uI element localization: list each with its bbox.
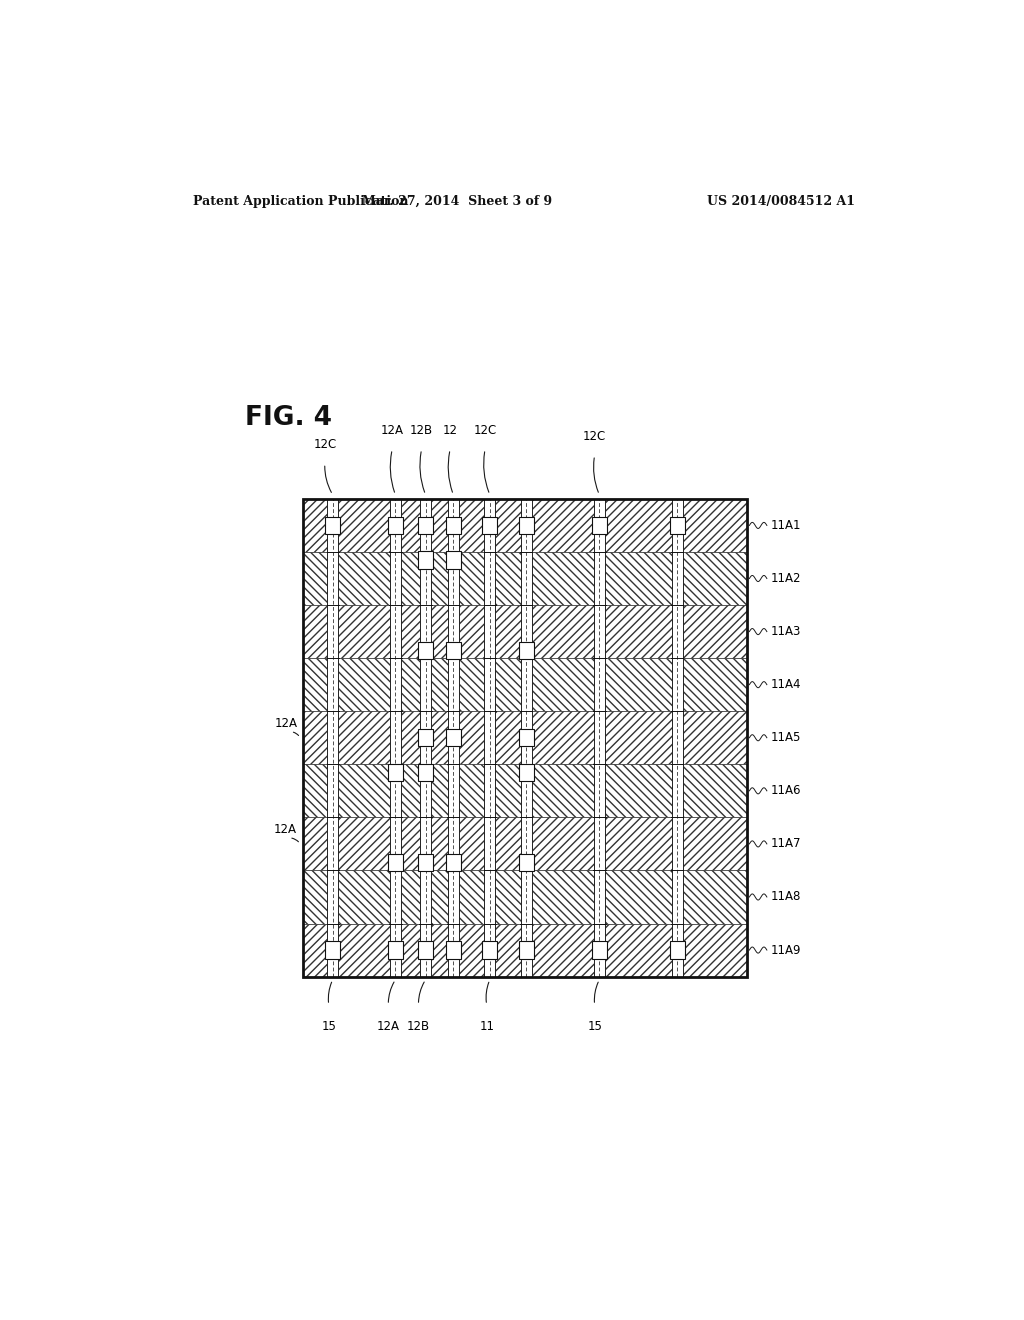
Text: 12: 12	[442, 424, 458, 437]
Text: 15: 15	[322, 1020, 336, 1034]
Bar	[326, 941, 340, 958]
Text: 11A5: 11A5	[771, 731, 801, 744]
Bar	[388, 854, 403, 871]
Bar	[592, 517, 607, 535]
Bar	[418, 729, 433, 746]
Bar	[484, 499, 496, 977]
Text: 12A: 12A	[381, 424, 403, 437]
Text: 12A: 12A	[274, 717, 298, 730]
Bar	[328, 499, 338, 977]
Bar	[519, 854, 534, 871]
Bar	[418, 642, 433, 659]
Bar	[445, 517, 461, 535]
Bar	[482, 517, 498, 535]
Bar	[303, 817, 748, 870]
Bar	[519, 642, 534, 659]
Bar	[303, 764, 748, 817]
Bar	[521, 499, 531, 977]
Bar	[326, 517, 340, 535]
Bar	[420, 499, 431, 977]
Text: 12C: 12C	[473, 424, 497, 437]
Bar	[303, 870, 748, 924]
Bar	[388, 763, 403, 781]
Bar	[390, 499, 401, 977]
Bar	[388, 517, 403, 535]
Text: 11A2: 11A2	[771, 572, 802, 585]
Text: 11A4: 11A4	[771, 678, 802, 692]
Bar	[303, 924, 748, 977]
Bar	[303, 605, 748, 659]
Bar	[447, 499, 459, 977]
Bar	[418, 763, 433, 781]
Bar	[418, 552, 433, 569]
Text: 11A1: 11A1	[771, 519, 802, 532]
Bar	[519, 517, 534, 535]
Bar	[519, 729, 534, 746]
Text: Patent Application Publication: Patent Application Publication	[194, 194, 409, 207]
Bar	[670, 941, 685, 958]
Text: 11: 11	[479, 1020, 495, 1034]
Bar	[418, 517, 433, 535]
Bar	[388, 941, 403, 958]
Text: 12B: 12B	[407, 1020, 430, 1034]
Text: 12B: 12B	[410, 424, 433, 437]
Text: 15: 15	[587, 1020, 602, 1034]
Bar	[445, 854, 461, 871]
Bar	[303, 499, 748, 977]
Text: 12C: 12C	[583, 430, 606, 444]
Bar	[303, 659, 748, 711]
Bar	[418, 854, 433, 871]
Bar	[519, 763, 534, 781]
Bar	[303, 552, 748, 605]
Bar	[445, 729, 461, 746]
Bar	[303, 499, 748, 552]
Text: 11A8: 11A8	[771, 891, 801, 903]
Bar	[672, 499, 683, 977]
Text: 11A6: 11A6	[771, 784, 802, 797]
Bar	[418, 941, 433, 958]
Text: 11A3: 11A3	[771, 626, 801, 638]
Bar	[445, 941, 461, 958]
Text: 12A: 12A	[273, 824, 296, 836]
Bar	[594, 499, 605, 977]
Bar	[445, 642, 461, 659]
Text: Mar. 27, 2014  Sheet 3 of 9: Mar. 27, 2014 Sheet 3 of 9	[362, 194, 552, 207]
Bar	[670, 517, 685, 535]
Text: US 2014/0084512 A1: US 2014/0084512 A1	[708, 194, 855, 207]
Bar	[482, 941, 498, 958]
Text: 11A7: 11A7	[771, 837, 802, 850]
Bar	[303, 711, 748, 764]
Text: 11A9: 11A9	[771, 944, 802, 957]
Text: 12C: 12C	[313, 438, 337, 451]
Bar	[445, 552, 461, 569]
Text: FIG. 4: FIG. 4	[246, 405, 333, 430]
Bar	[592, 941, 607, 958]
Text: 12A: 12A	[377, 1020, 399, 1034]
Bar	[519, 941, 534, 958]
